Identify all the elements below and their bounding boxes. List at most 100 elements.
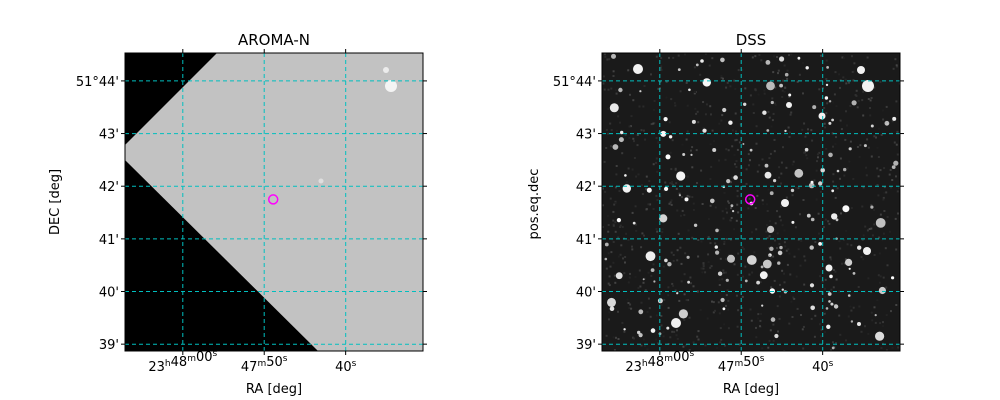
noise-pixel [724, 344, 726, 347]
noise-pixel [815, 169, 818, 172]
star [730, 204, 734, 208]
star [638, 309, 644, 315]
bright-star [383, 67, 389, 73]
noise-pixel [772, 339, 775, 342]
noise-pixel [818, 151, 821, 154]
noise-pixel [647, 297, 650, 300]
noise-pixel [890, 131, 893, 134]
noise-pixel [863, 62, 866, 65]
noise-pixel [604, 55, 607, 58]
noise-pixel [725, 294, 728, 297]
noise-pixel [893, 141, 896, 144]
noise-pixel [851, 55, 853, 58]
noise-pixel [778, 242, 781, 245]
noise-pixel [614, 221, 617, 224]
noise-pixel [882, 118, 885, 121]
star [826, 66, 829, 69]
noise-pixel [631, 168, 634, 171]
star [809, 283, 815, 288]
star [874, 314, 877, 317]
bright-star [863, 247, 871, 255]
noise-pixel [835, 105, 838, 108]
noise-pixel [879, 169, 882, 172]
noise-pixel [734, 163, 736, 166]
tick-number: 23 [148, 360, 165, 375]
noise-pixel [655, 161, 658, 164]
noise-pixel [817, 212, 820, 215]
star [682, 153, 686, 156]
noise-pixel [788, 135, 791, 138]
noise-pixel [686, 194, 689, 197]
noise-pixel [832, 173, 835, 176]
star [824, 96, 829, 100]
axes-frame [601, 52, 901, 352]
noise-pixel [781, 269, 784, 272]
noise-pixel [687, 229, 690, 232]
star [604, 242, 609, 247]
noise-pixel [728, 254, 731, 257]
noise-pixel [758, 164, 761, 167]
noise-pixel [614, 186, 617, 189]
star [616, 218, 622, 223]
noise-pixel [671, 282, 674, 285]
noise-pixel [704, 344, 707, 347]
noise-pixel [824, 331, 827, 334]
noise-pixel [714, 309, 716, 312]
noise-pixel [861, 99, 864, 102]
noise-pixel [613, 203, 616, 206]
noise-pixel [744, 265, 747, 268]
noise-pixel [675, 187, 678, 190]
noise-pixel [773, 138, 776, 141]
noise-pixel [669, 336, 672, 339]
noise-pixel [783, 90, 786, 93]
noise-pixel [803, 151, 806, 154]
bright-star [825, 264, 833, 272]
noise-pixel [718, 284, 721, 286]
star [710, 198, 715, 204]
noise-pixel [873, 209, 876, 211]
noise-pixel [769, 329, 772, 332]
panel-dss: DSS 23h48m00s47m50s40s51°44'43'42'41'40'… [527, 31, 904, 397]
noise-pixel [740, 306, 743, 309]
noise-pixel [774, 239, 776, 242]
noise-pixel [845, 229, 848, 232]
noise-pixel [777, 69, 780, 72]
noise-pixel [890, 310, 892, 313]
noise-pixel [830, 258, 833, 261]
tick-number: 48 [171, 355, 188, 370]
noise-pixel [602, 226, 604, 228]
noise-pixel [642, 105, 645, 108]
noise-pixel [799, 264, 802, 267]
noise-pixel [718, 159, 720, 162]
noise-pixel [735, 294, 738, 297]
noise-pixel [663, 189, 666, 192]
noise-pixel [637, 287, 640, 289]
noise-pixel [609, 122, 612, 125]
noise-pixel [622, 257, 624, 260]
noise-pixel [674, 167, 677, 170]
noise-pixel [626, 298, 629, 301]
noise-pixel [614, 89, 617, 92]
star [891, 276, 895, 280]
tick-unit: s [829, 359, 834, 369]
noise-pixel [878, 281, 881, 284]
noise-pixel [630, 307, 633, 310]
noise-pixel [614, 230, 617, 233]
noise-pixel [816, 153, 819, 156]
bright-star [671, 318, 681, 328]
noise-pixel [846, 243, 849, 246]
noise-pixel [734, 87, 737, 90]
noise-pixel [638, 269, 641, 272]
noise-pixel [846, 124, 848, 127]
noise-pixel [844, 138, 847, 141]
noise-pixel [882, 324, 884, 327]
noise-pixel [778, 166, 781, 169]
noise-pixel [782, 146, 784, 149]
bright-star [786, 102, 792, 108]
noise-pixel [657, 141, 660, 144]
star [833, 304, 839, 309]
noise-pixel [839, 86, 841, 89]
noise-pixel [755, 326, 757, 329]
y-axis-label: DEC [deg] [48, 169, 63, 235]
